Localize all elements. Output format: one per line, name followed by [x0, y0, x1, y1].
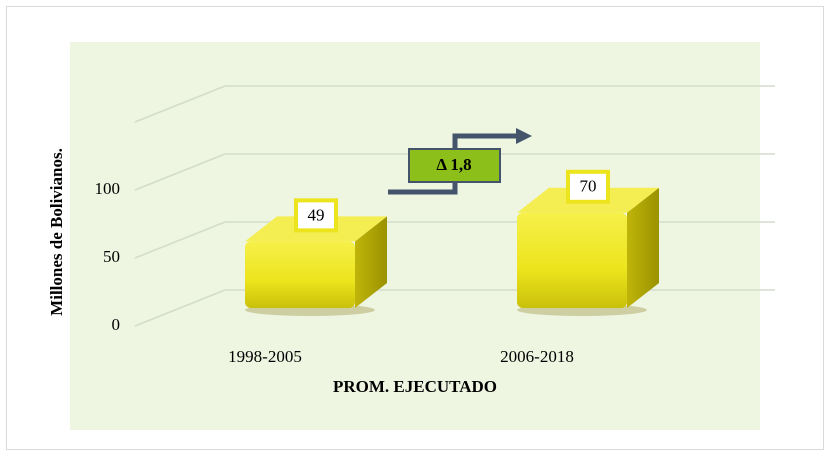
- bar-side: [355, 216, 387, 308]
- y-tick-label: 100: [95, 179, 121, 198]
- value-label-box: [566, 169, 610, 204]
- bar-side: [627, 187, 659, 308]
- grid-line: [134, 85, 775, 123]
- bars: [245, 187, 659, 316]
- value-label-box: [294, 198, 338, 233]
- x-tick-label: 2006-2018: [500, 347, 574, 366]
- grid-line: [134, 153, 775, 191]
- y-tick-label: 0: [112, 315, 121, 334]
- bar: [245, 241, 355, 308]
- value-label: 70: [580, 177, 597, 196]
- value-label: 49: [308, 205, 325, 224]
- x-tick-label: 1998-2005: [228, 347, 302, 366]
- annotation: Δ 1,8: [436, 155, 471, 174]
- bar: [517, 212, 627, 308]
- arrow-head: [516, 128, 532, 144]
- x-axis-label: PROM. EJECUTADO: [333, 377, 497, 396]
- annotation-box: [408, 148, 501, 183]
- y-tick-label: 50: [103, 247, 120, 266]
- y-axis-label: Millones de Bolivianos.: [47, 148, 66, 316]
